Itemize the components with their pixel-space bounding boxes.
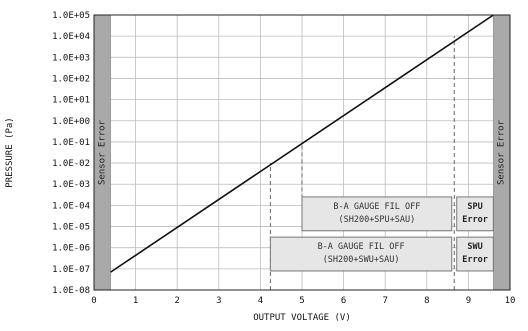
x-tick-label: 10	[505, 296, 516, 306]
annotation-text: (SH200+SPU+SAU)	[338, 215, 415, 225]
annotation-text: SWU	[467, 242, 482, 252]
annotation-text: B-A GAUGE FIL OFF	[333, 202, 420, 212]
y-tick-label: 1.0E-08	[52, 286, 90, 296]
x-tick-label: 4	[258, 296, 263, 306]
y-axis-label: PRESSURE (Pa)	[5, 117, 15, 187]
y-tick-label: 1.0E-01	[52, 138, 90, 148]
annotation-box	[456, 236, 494, 272]
y-tick-labels: 1.0E-08 1.0E-07 1.0E-06 1.0E-05 1.0E-04 1.0E-…	[52, 11, 90, 296]
y-tick-label: 1.0E-03	[52, 180, 90, 190]
y-tick-label: 1.0E-05	[52, 223, 90, 233]
plot-frame	[93, 14, 511, 291]
x-tick-label: 9	[466, 296, 471, 306]
annotation-text: B-A GAUGE FIL OFF	[318, 242, 405, 252]
y-tick-label: 1.0E-07	[52, 265, 90, 275]
y-tick-label: 1.0E+05	[52, 11, 90, 21]
y-tick-label: 1.0E+00	[52, 117, 90, 127]
x-tick-label: 8	[424, 296, 429, 306]
annotation-boxes: B-A GAUGE FIL OFF (SH200+SPU+SAU) SPU Error…	[269, 196, 494, 272]
y-tick-label: 1.0E+03	[52, 53, 90, 63]
sensor-error-band-left-label: Sensor Error	[97, 119, 107, 185]
x-tick-label: 7	[382, 296, 387, 306]
annotation-box	[456, 196, 494, 232]
x-axis-label: OUTPUT VOLTAGE (V)	[253, 313, 351, 323]
y-tick-label: 1.0E+01	[52, 96, 90, 106]
series-line-path	[110, 14, 494, 273]
y-tick-label: 1.0E+04	[52, 32, 90, 42]
y-tick-label: 1.0E-04	[52, 201, 90, 211]
annotation-box	[269, 236, 453, 272]
annotation-box	[301, 196, 453, 232]
y-tick-label: 1.0E-06	[52, 244, 90, 254]
y-tick-label: 1.0E-02	[52, 159, 90, 169]
annotation-text: (SH200+SWU+SAU)	[323, 255, 400, 265]
annotation-text: Error	[462, 215, 488, 225]
x-tick-label: 3	[216, 296, 221, 306]
x-tick-label: 6	[341, 296, 346, 306]
sensor-error-band-right-label: Sensor Error	[497, 119, 507, 185]
y-tick-label: 1.0E+02	[52, 74, 90, 84]
x-tick-label: 0	[91, 296, 96, 306]
x-tick-labels: 0 1 2 3 4 5 6 7 8 9 10	[91, 296, 515, 306]
annotation-text: SPU	[467, 202, 482, 212]
annotation-text: Error	[462, 255, 488, 265]
x-tick-label: 2	[174, 296, 179, 306]
x-tick-label: 5	[299, 296, 304, 306]
x-tick-label: 1	[133, 296, 138, 306]
series-line	[110, 14, 494, 273]
